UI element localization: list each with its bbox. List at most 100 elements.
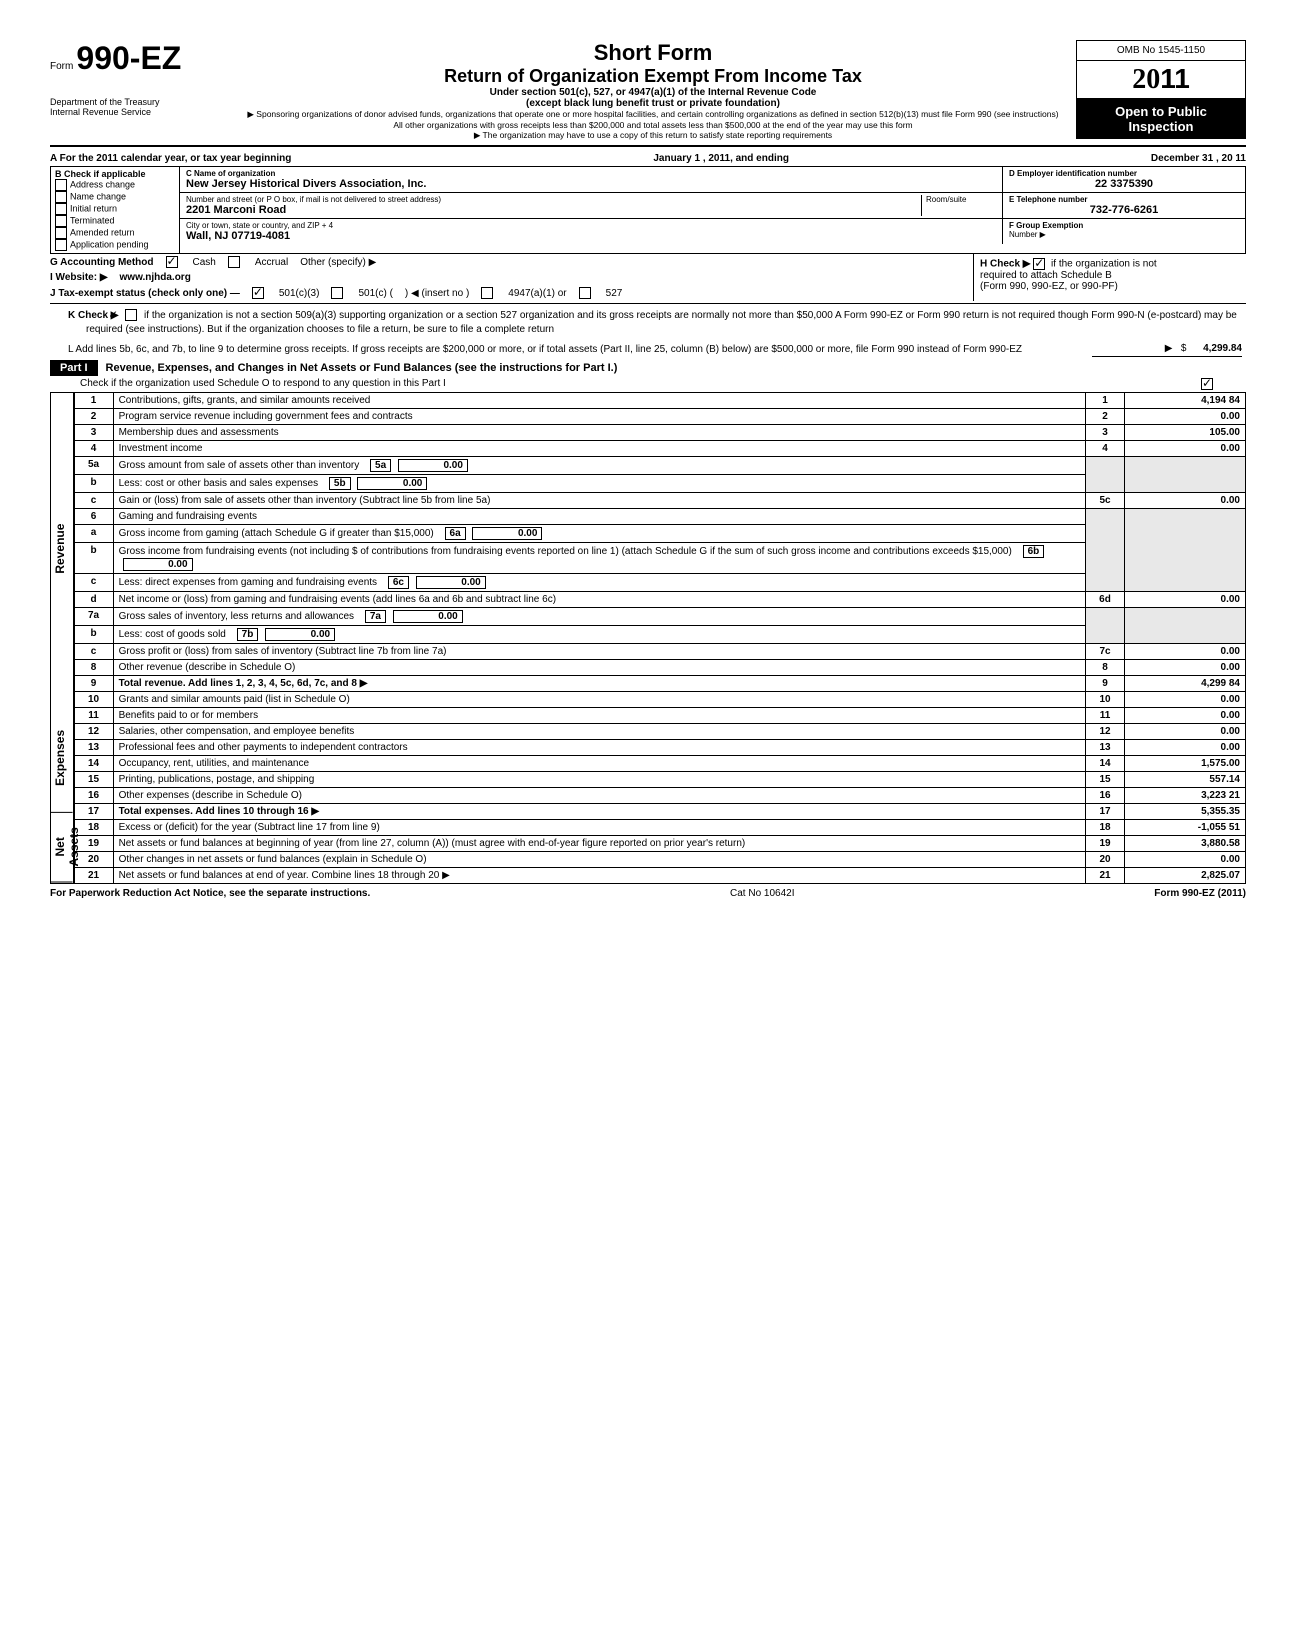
- side-netassets: Net Assets: [51, 813, 73, 883]
- chk-k[interactable]: [125, 309, 137, 321]
- box-b-title: B Check if applicable: [55, 169, 175, 179]
- line-17: 17Total expenses. Add lines 10 through 1…: [74, 803, 1245, 819]
- boxes-cdef: C Name of organization New Jersey Histor…: [180, 167, 1245, 253]
- line-8: 8Other revenue (describe in Schedule O)8…: [74, 659, 1245, 675]
- line-7b: b Less: cost of goods sold 7b 0.00: [74, 625, 1245, 643]
- city-label: City or town, state or country, and ZIP …: [186, 221, 996, 230]
- line-7c: cGross profit or (loss) from sales of in…: [74, 643, 1245, 659]
- line-2: 2Program service revenue including gover…: [74, 408, 1245, 424]
- city-state-zip: Wall, NJ 07719-4081: [186, 230, 996, 242]
- line-5a: 5a Gross amount from sale of assets othe…: [74, 456, 1245, 474]
- k-text: if the organization is not a section 509…: [86, 310, 1237, 335]
- chk-501c[interactable]: [331, 287, 343, 299]
- form-number: 990-EZ: [76, 40, 181, 76]
- part1-check-o-text: Check if the organization used Schedule …: [80, 378, 446, 389]
- short-form-label: Short Form: [240, 40, 1066, 66]
- line-6c: c Less: direct expenses from gaming and …: [74, 573, 1245, 591]
- line-1: 1Contributions, gifts, grants, and simil…: [74, 392, 1245, 408]
- line-6b: b Gross income from fundraising events (…: [74, 542, 1245, 573]
- box-e-label: E Telephone number: [1009, 195, 1239, 204]
- return-title: Return of Organization Exempt From Incom…: [240, 66, 1066, 87]
- website: www.njhda.org: [120, 272, 191, 283]
- form-header: Form 990-EZ Department of the Treasury I…: [50, 40, 1246, 141]
- dept-irs: Internal Revenue Service: [50, 107, 230, 117]
- line-12: 12Salaries, other compensation, and empl…: [74, 723, 1245, 739]
- page-footer: For Paperwork Reduction Act Notice, see …: [50, 884, 1246, 899]
- chk-address-change[interactable]: [55, 179, 67, 191]
- entity-info-block: B Check if applicable Address change Nam…: [50, 166, 1246, 254]
- g-label: G Accounting Method: [50, 257, 154, 268]
- side-expenses: Expenses: [51, 703, 73, 813]
- open-public: Open to Public: [1081, 104, 1241, 119]
- chk-terminated[interactable]: [55, 215, 67, 227]
- line-11: 11Benefits paid to or for members110.00: [74, 707, 1245, 723]
- line-13: 13Professional fees and other payments t…: [74, 739, 1245, 755]
- row-i: I Website: ▶ www.njhda.org: [50, 270, 973, 285]
- fine-print-3: ▶ The organization may have to use a cop…: [240, 130, 1066, 141]
- j-label: J Tax-exempt status (check only one) —: [50, 288, 240, 299]
- box-f-label: F Group Exemption: [1009, 221, 1239, 230]
- line-6a: a Gross income from gaming (attach Sched…: [74, 524, 1245, 542]
- line-15: 15Printing, publications, postage, and s…: [74, 771, 1245, 787]
- chk-527[interactable]: [579, 287, 591, 299]
- dept-treasury: Department of the Treasury: [50, 97, 230, 107]
- form-prefix: Form: [50, 61, 73, 72]
- inspection: Inspection: [1081, 119, 1241, 134]
- l-text: L Add lines 5b, 6c, and 7b, to line 9 to…: [86, 343, 1092, 357]
- subtitle-1: Under section 501(c), 527, or 4947(a)(1)…: [240, 87, 1066, 98]
- row-l: L Add lines 5b, 6c, and 7b, to line 9 to…: [50, 339, 1246, 360]
- chk-schedule-o[interactable]: [1201, 378, 1213, 390]
- line-3: 3Membership dues and assessments3105.00: [74, 424, 1245, 440]
- line-5b: b Less: cost or other basis and sales ex…: [74, 474, 1245, 492]
- i-label: I Website: ▶: [50, 272, 108, 283]
- chk-sched-b[interactable]: [1033, 258, 1045, 270]
- line-6d: dNet income or (loss) from gaming and fu…: [74, 591, 1245, 607]
- chk-cash[interactable]: [166, 256, 178, 268]
- line-18: 18Excess or (deficit) for the year (Subt…: [74, 819, 1245, 835]
- h-label: H Check ▶: [980, 259, 1030, 270]
- room-label: Room/suite: [926, 195, 996, 204]
- ein: 22 3375390: [1009, 178, 1239, 190]
- chk-amended[interactable]: [55, 227, 67, 239]
- line-a-end: December 31 , 20 11: [1151, 153, 1246, 164]
- open-inspection-box: Open to Public Inspection: [1076, 99, 1246, 139]
- l-amount-box: ▶ $ 4,299.84: [1092, 342, 1242, 357]
- header-right: OMB No 1545-1150 20201111 Open to Public…: [1076, 40, 1246, 139]
- line-20: 20Other changes in net assets or fund ba…: [74, 851, 1245, 867]
- part1-check-o-row: Check if the organization used Schedule …: [50, 376, 1246, 392]
- row-k: K Check ▶ if the organization is not a s…: [50, 306, 1246, 339]
- line-5c: cGain or (loss) from sale of assets othe…: [74, 492, 1245, 508]
- g-other: Other (specify) ▶: [300, 257, 376, 268]
- h-text3: required to attach Schedule B: [980, 270, 1240, 281]
- chk-app-pending[interactable]: [55, 239, 67, 251]
- gross-receipts: 4,299.84: [1203, 343, 1242, 354]
- chk-501c3[interactable]: [252, 287, 264, 299]
- line-4: 4Investment income40.00: [74, 440, 1245, 456]
- chk-accrual[interactable]: [228, 256, 240, 268]
- chk-4947[interactable]: [481, 287, 493, 299]
- box-f-label2: Number ▶: [1009, 230, 1239, 239]
- row-g: G Accounting Method Cash Accrual Other (…: [50, 254, 973, 270]
- line-6: 6Gaming and fundraising events: [74, 508, 1245, 524]
- line-14: 14Occupancy, rent, utilities, and mainte…: [74, 755, 1245, 771]
- side-revenue: Revenue: [51, 393, 73, 704]
- row-j: J Tax-exempt status (check only one) — 5…: [50, 285, 973, 301]
- addr-label: Number and street (or P O box, if mail i…: [186, 195, 921, 204]
- line-19: 19Net assets or fund balances at beginni…: [74, 835, 1245, 851]
- part1-title: Revenue, Expenses, and Changes in Net As…: [98, 362, 618, 374]
- chk-initial-return[interactable]: [55, 203, 67, 215]
- chk-name-change[interactable]: [55, 191, 67, 203]
- part1-header: Part I Revenue, Expenses, and Changes in…: [50, 360, 1246, 376]
- line-21: 21Net assets or fund balances at end of …: [74, 867, 1245, 883]
- fine-print-1: ▶ Sponsoring organizations of donor advi…: [240, 109, 1066, 120]
- subtitle-2: (except black lung benefit trust or priv…: [240, 98, 1066, 109]
- box-h: H Check ▶ if the organization is not req…: [973, 254, 1246, 301]
- footer-left: For Paperwork Reduction Act Notice, see …: [50, 888, 370, 899]
- line-9: 9Total revenue. Add lines 1, 2, 3, 4, 5c…: [74, 675, 1245, 691]
- line-10: 10Grants and similar amounts paid (list …: [74, 691, 1245, 707]
- tax-year: 20201111: [1076, 61, 1246, 99]
- h-text2: if the organization is not: [1051, 259, 1157, 270]
- footer-right: Form 990-EZ (2011): [1154, 888, 1246, 899]
- street: 2201 Marconi Road: [186, 204, 921, 216]
- line-a: A For the 2011 calendar year, or tax yea…: [50, 151, 1246, 166]
